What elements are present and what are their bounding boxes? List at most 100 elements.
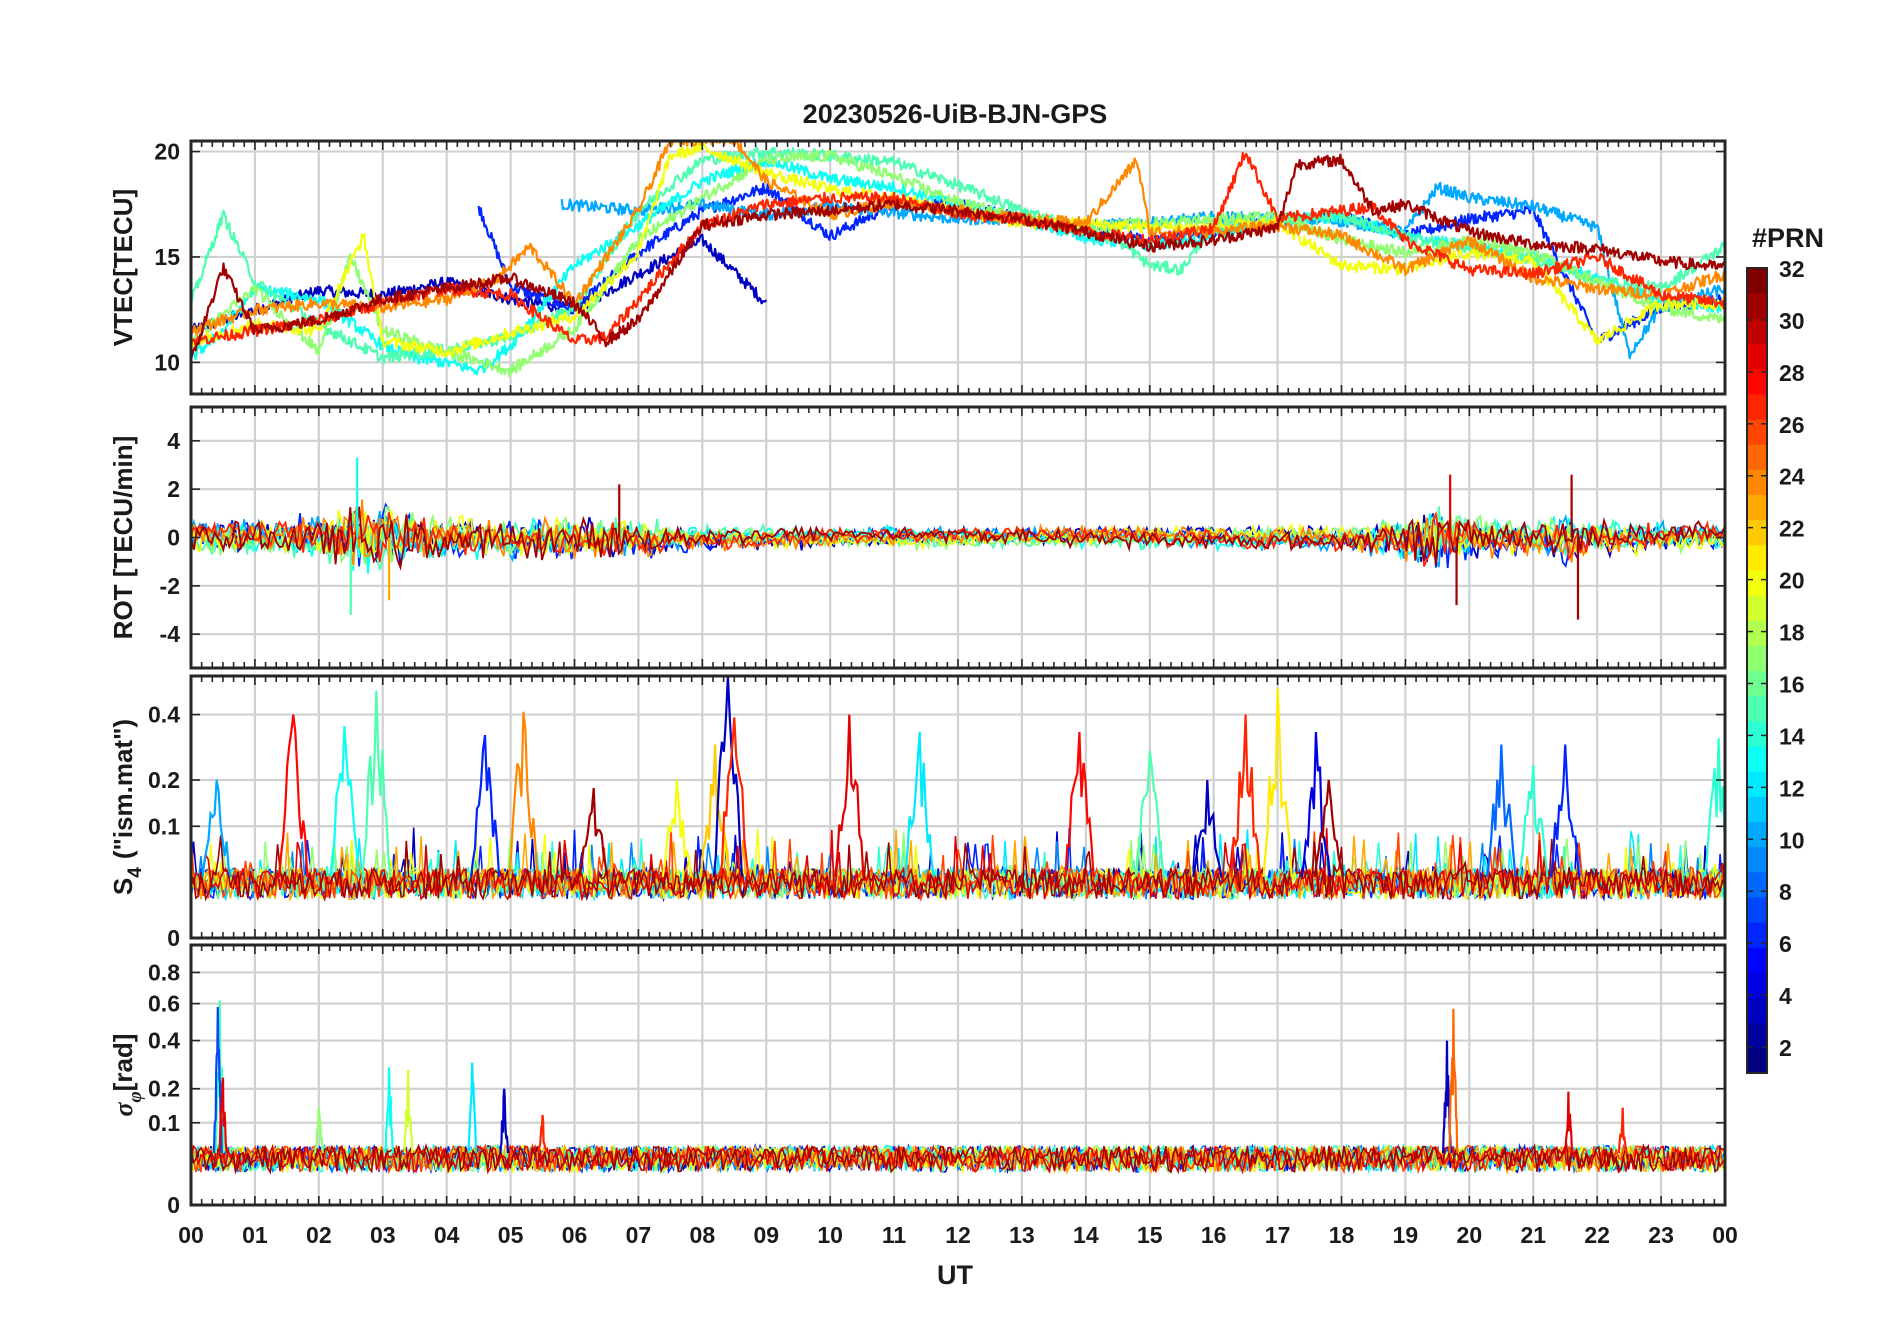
data-lines	[191, 141, 1725, 378]
sigma-phi-panel: 0 0.1 0.2 0.4 0.6 0.8 σφ[rad]	[108, 943, 1727, 1218]
peak-line-prn-8	[1486, 744, 1517, 877]
colorbar-tick-label: 8	[1779, 879, 1792, 905]
y-tick-label: 0.1	[148, 813, 180, 839]
colorbar-tick-label: 14	[1779, 723, 1805, 749]
rot-line-prn-27	[191, 510, 1725, 567]
peak-line-prn-6	[469, 734, 501, 877]
x-tick-label: 16	[1201, 1222, 1227, 1248]
peak-line-prn-6	[1550, 744, 1581, 877]
colorbar-frame	[1746, 267, 1768, 1074]
colorbar-swatch	[1747, 469, 1767, 496]
x-tick-label: 05	[498, 1222, 524, 1248]
peak-line-prn-19	[403, 1069, 414, 1154]
baseline-line-prn-29	[191, 828, 1725, 902]
y-tick-label: 0.2	[148, 767, 180, 793]
peak-line-prn-27	[1617, 1107, 1628, 1154]
colorbar-swatch	[1747, 1047, 1767, 1074]
y-tick-label: 2	[167, 476, 180, 502]
peak-line-prn-3	[499, 1088, 510, 1154]
colorbar-swatch	[1747, 368, 1767, 395]
y-tick-label: 0.1	[148, 1110, 180, 1136]
peak-line-prn-25	[1448, 1008, 1459, 1154]
x-tick-label: 08	[690, 1222, 716, 1248]
y-tick-label: 0.4	[148, 702, 180, 728]
vtec-panel: 10 15 20 VTEC[TECU]	[108, 139, 1727, 396]
x-tick-label: 23	[1648, 1222, 1674, 1248]
peak-line-prn-22	[700, 744, 731, 877]
colorbar-swatch	[1747, 972, 1767, 999]
y-axis-label: ROT [TECU/min]	[108, 436, 138, 640]
y-tick-label: 0	[167, 1192, 180, 1218]
y-tick-label: -4	[160, 621, 181, 647]
colorbar-swatch	[1747, 670, 1767, 697]
data-lines	[191, 676, 1725, 903]
panels-group: 10 15 20 VTEC[TECU] -4 -2 0 2 4 ROT [TECU/min] 0 0.…	[108, 139, 1727, 1218]
peak-line-prn-15	[361, 690, 392, 877]
x-tick-label: 18	[1329, 1222, 1355, 1248]
x-axis-label: UT	[937, 1260, 973, 1290]
colorbar-swatch	[1747, 695, 1767, 722]
x-tick-label: 10	[817, 1222, 843, 1248]
s4-panel: 0 0.1 0.2 0.4S4("ism.mat")	[108, 674, 1727, 951]
colorbar-swatch	[1747, 720, 1767, 747]
colorbar-tick-label: 30	[1779, 308, 1805, 334]
colorbar-swatch	[1747, 268, 1767, 294]
rot-line-prn-31	[191, 506, 1725, 571]
colorbar-tick-label: 24	[1779, 464, 1805, 490]
colorbar-swatch	[1747, 519, 1767, 546]
colorbar-swatch	[1747, 444, 1767, 470]
colorbar-swatch	[1747, 771, 1767, 797]
colorbar-tick-label: 32	[1779, 256, 1805, 282]
x-tick-label: 15	[1137, 1222, 1163, 1248]
peak-line-prn-3	[1192, 779, 1223, 877]
peak-line-prn-13	[329, 725, 360, 877]
colorbar-tick-label: 4	[1779, 983, 1792, 1009]
peak-line-prn-29	[834, 714, 865, 877]
x-tick-label: 03	[370, 1222, 396, 1248]
x-tick-label: 17	[1265, 1222, 1291, 1248]
peak-line-prn-3	[712, 676, 744, 877]
colorbar-tick-label: 6	[1779, 931, 1792, 957]
x-tick-label: 01	[242, 1222, 268, 1248]
peak-line-prn-12	[467, 1062, 478, 1154]
baseline-line-prn-20	[191, 828, 1725, 903]
x-tick-label: 00	[178, 1222, 204, 1248]
peak-line-prn-21	[1262, 688, 1293, 877]
rot-panel: -4 -2 0 2 4 ROT [TECU/min]	[108, 405, 1727, 670]
colorbar-swatch	[1747, 620, 1767, 646]
x-tick-label: 04	[434, 1222, 460, 1248]
colorbar-swatch	[1747, 871, 1767, 898]
x-tick-label: 11	[882, 1222, 907, 1248]
peak-line-prn-15	[1134, 750, 1165, 877]
colorbar-tick-label: 16	[1779, 671, 1805, 697]
x-tick-label: 12	[945, 1222, 971, 1248]
colorbar-swatch	[1747, 1022, 1767, 1049]
x-tick-label: 06	[562, 1222, 588, 1248]
y-tick-label: 0.4	[148, 1028, 180, 1054]
y-tick-label: 0.2	[148, 1076, 180, 1102]
peak-line-prn-14	[1518, 764, 1549, 877]
colorbar-swatch	[1747, 569, 1767, 596]
colorbar-swatch	[1747, 745, 1767, 772]
colorbar-swatch	[1747, 544, 1767, 571]
data-lines	[191, 457, 1725, 620]
colorbar-swatch	[1747, 343, 1767, 370]
colorbar-swatch	[1747, 418, 1767, 445]
x-tick-label: 22	[1584, 1222, 1610, 1248]
colorbar-swatch	[1747, 947, 1767, 973]
peak-line-prn-4	[1300, 731, 1332, 877]
colorbar-tick-label: 18	[1779, 620, 1805, 646]
x-tick-label: 14	[1073, 1222, 1099, 1248]
colorbar-swatch	[1747, 293, 1767, 319]
peak-line-prn-13	[384, 1067, 395, 1154]
colorbar-swatch	[1747, 494, 1767, 521]
colorbar-tick-label: 10	[1779, 827, 1805, 853]
x-tick-label: 09	[753, 1222, 779, 1248]
peak-line-prn-12	[904, 731, 935, 877]
y-axis-label: S4("ism.mat")	[108, 719, 146, 895]
colorbar-tick-label: 12	[1779, 775, 1805, 801]
colorbar-tick-label: 28	[1779, 360, 1805, 386]
colorbar-tick-label: 2	[1779, 1035, 1792, 1061]
peak-line-prn-27	[537, 1114, 548, 1154]
